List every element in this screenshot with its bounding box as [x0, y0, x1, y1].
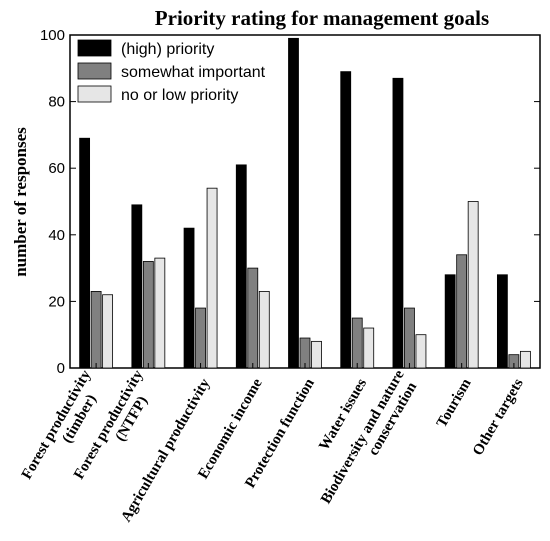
legend: (high) priority somewhat important no or l…: [77, 39, 266, 104]
bar: [444, 274, 456, 369]
y-tick-label: 100: [40, 27, 65, 44]
chart-title: Priority rating for management goals: [155, 6, 489, 30]
x-tick-label: Tourism: [434, 376, 475, 431]
bar: [235, 164, 247, 369]
bar: [195, 307, 206, 369]
bar: [404, 307, 415, 369]
bar: [351, 317, 363, 369]
legend-swatch: [77, 62, 112, 80]
legend-swatch: [77, 85, 112, 103]
y-tick-label: 60: [48, 160, 65, 177]
bar: [415, 334, 427, 369]
bar: [311, 340, 322, 369]
x-axis-ticks: Forest productivity(timber)Forest produc…: [19, 363, 527, 525]
bar: [496, 274, 508, 369]
bar: [392, 77, 404, 369]
bars: [79, 37, 531, 369]
bar: [142, 261, 154, 369]
y-axis-ticks: 0 20 40 60 80 100: [40, 27, 540, 377]
bar: [258, 291, 270, 369]
y-tick-label: 0: [57, 360, 65, 377]
x-tick-label: Forest productivity(timber): [19, 367, 109, 491]
bar: [154, 257, 166, 369]
bar: [340, 71, 352, 369]
y-tick-label: 20: [48, 293, 65, 310]
bar: [79, 137, 91, 369]
bar: [467, 201, 479, 369]
legend-label: somewhat important: [121, 64, 266, 81]
bar: [131, 204, 143, 369]
legend-label: (high) priority: [121, 41, 214, 58]
y-axis-label: number of responses: [11, 127, 30, 277]
bar: [247, 267, 259, 369]
bar: [519, 350, 531, 369]
bar: [90, 291, 102, 369]
y-tick-label: 80: [48, 94, 65, 111]
x-tick-label: Other targets: [470, 376, 527, 459]
bar: [102, 294, 114, 369]
bar: [456, 254, 468, 369]
legend-swatch: [77, 39, 112, 57]
bar: [183, 227, 195, 369]
bar: [363, 327, 375, 369]
bar: [206, 187, 218, 369]
y-tick-label: 40: [48, 227, 65, 244]
bar: [288, 37, 299, 369]
legend-label: no or low priority: [121, 87, 238, 104]
